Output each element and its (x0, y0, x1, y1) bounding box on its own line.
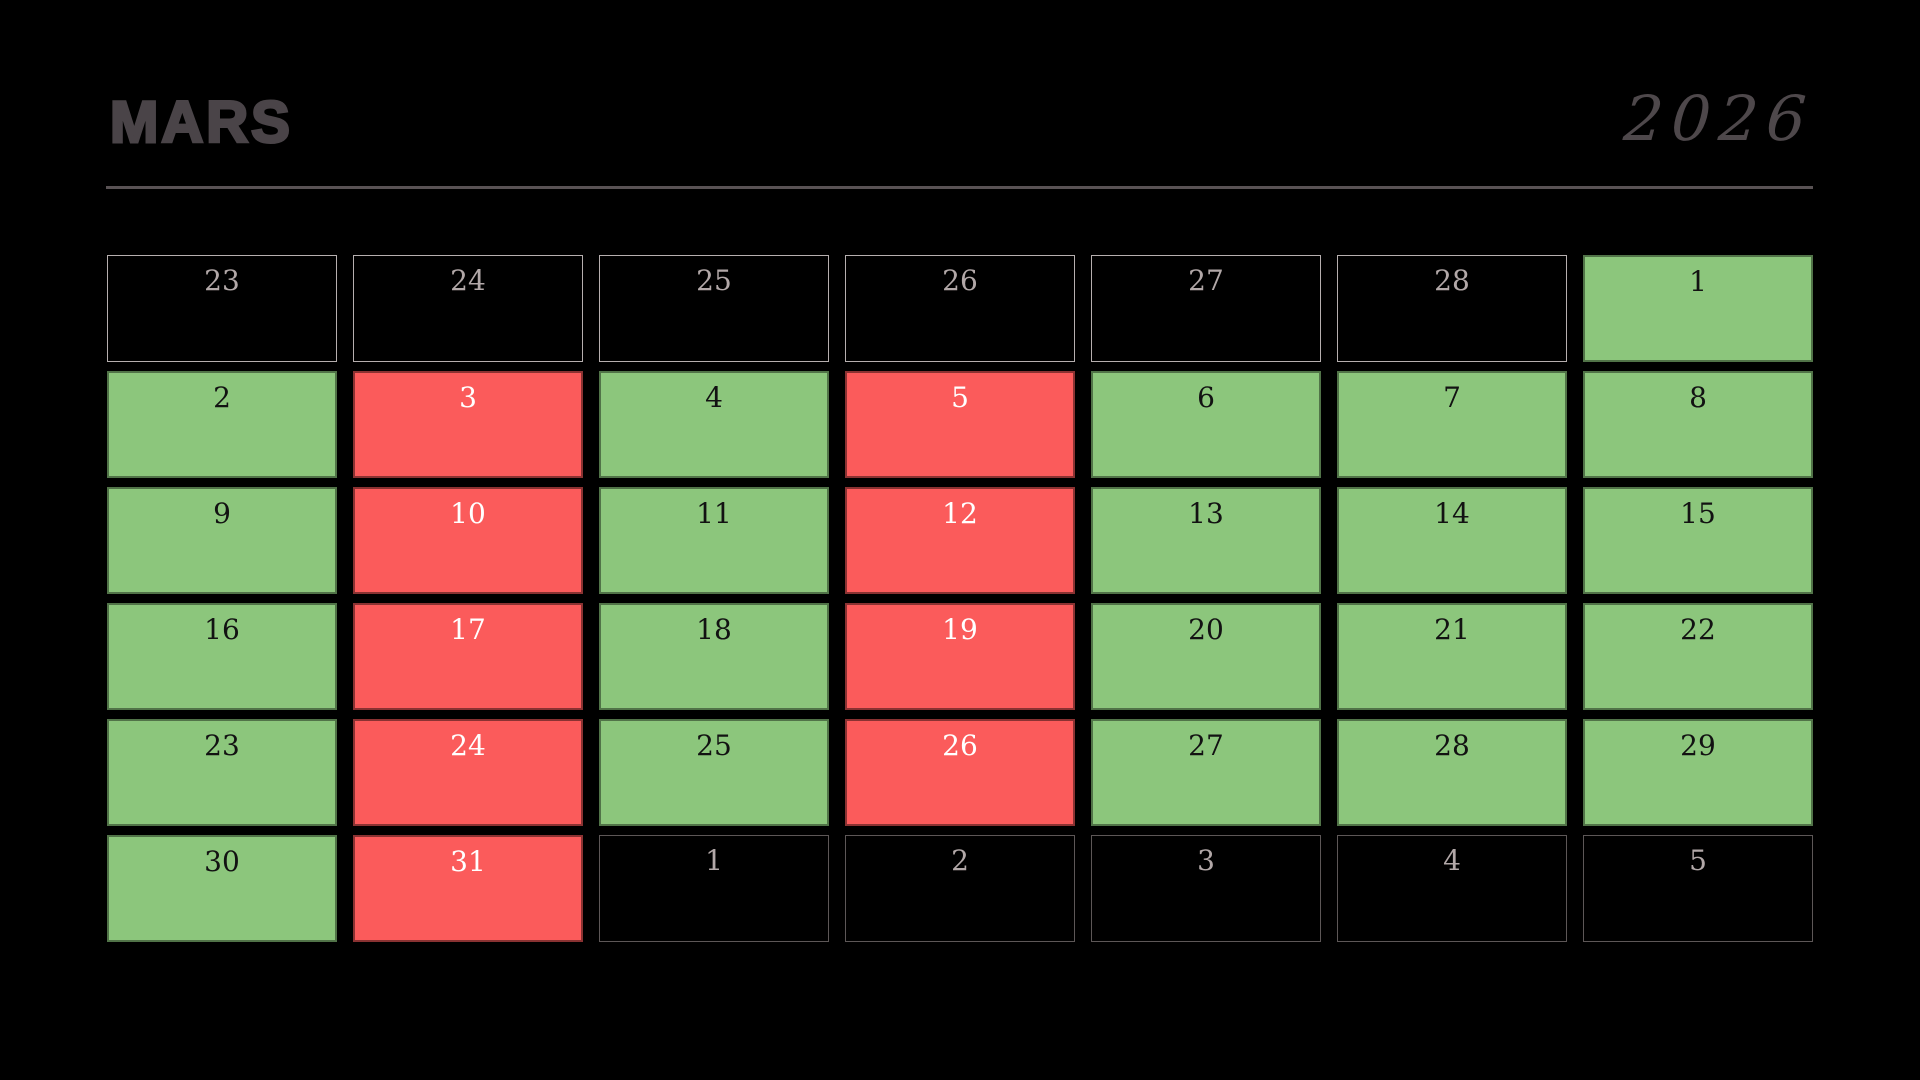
day-cell[interactable]: 13 (1091, 487, 1321, 594)
day-cell[interactable]: 16 (107, 603, 337, 710)
day-cell[interactable]: 2 (107, 371, 337, 478)
day-cell[interactable]: 27 (1091, 255, 1321, 362)
day-cell[interactable]: 3 (353, 371, 583, 478)
day-cell[interactable]: 14 (1337, 487, 1567, 594)
day-cell[interactable]: 31 (353, 835, 583, 942)
day-cell[interactable]: 24 (353, 719, 583, 826)
day-cell[interactable]: 4 (599, 371, 829, 478)
year-label: 2026 (1621, 82, 1817, 155)
day-cell[interactable]: 23 (107, 719, 337, 826)
day-cell[interactable]: 28 (1337, 719, 1567, 826)
day-cell[interactable]: 7 (1337, 371, 1567, 478)
day-cell[interactable]: 18 (599, 603, 829, 710)
day-cell[interactable]: 17 (353, 603, 583, 710)
header-divider (106, 186, 1813, 189)
day-cell[interactable]: 25 (599, 719, 829, 826)
day-cell[interactable]: 26 (845, 719, 1075, 826)
day-cell[interactable]: 5 (1583, 835, 1813, 942)
day-cell[interactable]: 8 (1583, 371, 1813, 478)
day-cell[interactable]: 26 (845, 255, 1075, 362)
day-cell[interactable]: 30 (107, 835, 337, 942)
day-cell[interactable]: 1 (1583, 255, 1813, 362)
calendar-grid: 23 24 25 26 27 28 1 2 3 4 5 6 7 8 9 10 11 12 13 14 15 16 17 18 1… (107, 255, 1813, 942)
day-cell[interactable]: 23 (107, 255, 337, 362)
day-cell[interactable]: 5 (845, 371, 1075, 478)
day-cell[interactable]: 21 (1337, 603, 1567, 710)
day-cell[interactable]: 6 (1091, 371, 1321, 478)
month-title: MARS (109, 90, 293, 155)
day-cell[interactable]: 19 (845, 603, 1075, 710)
day-cell[interactable]: 11 (599, 487, 829, 594)
day-cell[interactable]: 27 (1091, 719, 1321, 826)
day-cell[interactable]: 2 (845, 835, 1075, 942)
day-cell[interactable]: 12 (845, 487, 1075, 594)
day-cell[interactable]: 4 (1337, 835, 1567, 942)
day-cell[interactable]: 3 (1091, 835, 1321, 942)
day-cell[interactable]: 15 (1583, 487, 1813, 594)
day-cell[interactable]: 10 (353, 487, 583, 594)
day-cell[interactable]: 9 (107, 487, 337, 594)
day-cell[interactable]: 1 (599, 835, 829, 942)
day-cell[interactable]: 22 (1583, 603, 1813, 710)
day-cell[interactable]: 20 (1091, 603, 1321, 710)
day-cell[interactable]: 25 (599, 255, 829, 362)
day-cell[interactable]: 29 (1583, 719, 1813, 826)
day-cell[interactable]: 28 (1337, 255, 1567, 362)
day-cell[interactable]: 24 (353, 255, 583, 362)
